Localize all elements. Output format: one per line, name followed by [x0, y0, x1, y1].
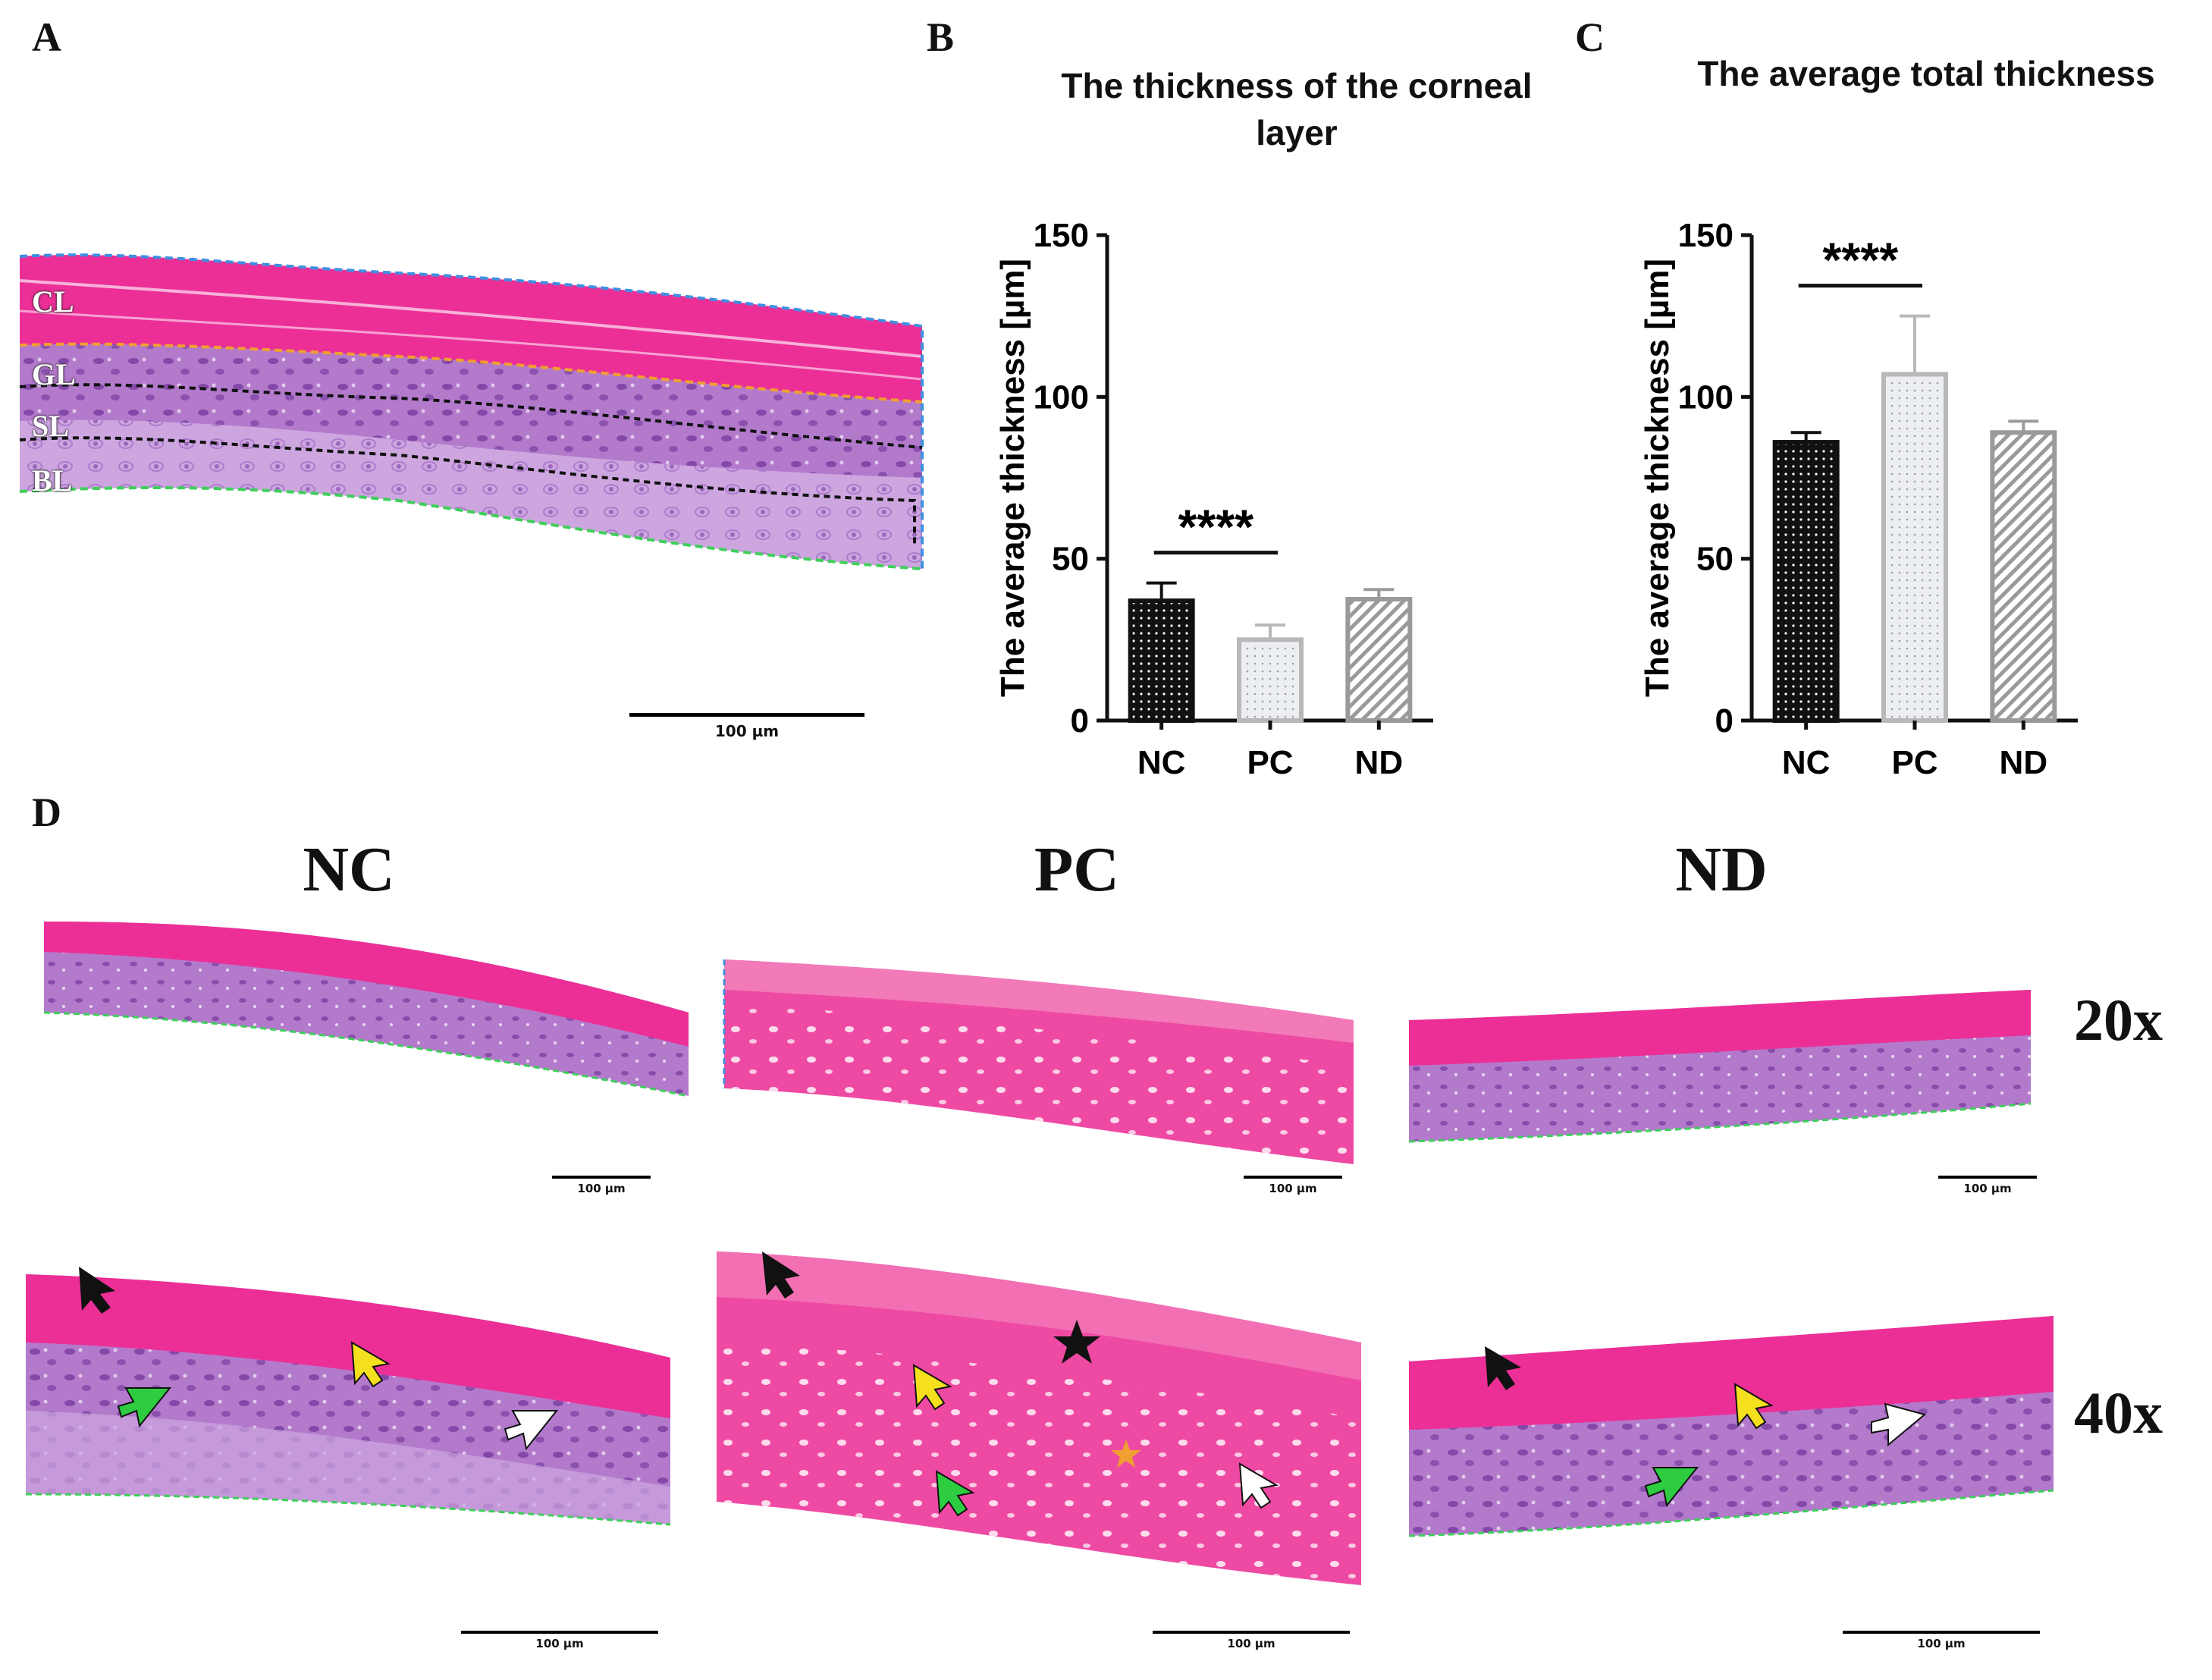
- y-tick-label: 50: [1696, 541, 1734, 578]
- panel-label-b: B: [927, 14, 955, 60]
- bar-nd: [1345, 597, 1413, 723]
- green-arrow-nc: [117, 1387, 172, 1428]
- group-head-nc: NC: [303, 834, 395, 905]
- bar-nc: [1128, 598, 1195, 724]
- micrograph-nc-40x: [25, 1267, 671, 1526]
- layer-label-sl: SL: [32, 409, 69, 443]
- micrograph-nd-40x: [1408, 1316, 2054, 1537]
- scale-label-nc-40x: 100 µm: [535, 1637, 584, 1650]
- panel-a-micrograph: [19, 253, 924, 570]
- black-star-pc: [1053, 1320, 1100, 1364]
- yellow-arrow-pc: [912, 1364, 952, 1411]
- panel-label-a: A: [32, 14, 61, 60]
- chart-c-title-line-1: The average total thickness: [1697, 54, 2155, 93]
- scale-bar-nc-20x: [552, 1176, 651, 1179]
- mag-label-20x: 20x: [2074, 987, 2163, 1053]
- x-tick-label: PC: [1247, 744, 1293, 781]
- green-arrow-pc: [935, 1470, 975, 1517]
- x-tick-label: NC: [1782, 744, 1831, 781]
- group-head-nd: ND: [1675, 834, 1768, 905]
- chart-c-title: The average total thickness: [1653, 50, 2199, 97]
- y-tick-label: 100: [1678, 378, 1734, 416]
- black-arrow-pc: [762, 1251, 800, 1298]
- layer-label-bl: BL: [32, 463, 73, 498]
- panel-a-scale-label: 100 µm: [714, 722, 780, 740]
- x-tick-label: ND: [2000, 744, 2048, 781]
- yellow-arrow-nd: [1734, 1383, 1774, 1430]
- black-arrow-nc: [79, 1267, 115, 1314]
- scale-bar-nc-40x: [461, 1631, 658, 1634]
- layer-label-gl: GL: [32, 357, 76, 391]
- scale-label-pc-20x: 100 µm: [1269, 1182, 1317, 1195]
- micrograph-pc-20x: [723, 959, 1354, 1164]
- bar-pc: [1237, 637, 1304, 723]
- y-tick-label: 100: [1034, 378, 1089, 416]
- x-tick-label: PC: [1891, 744, 1937, 781]
- white-arrow-nd: [1871, 1402, 1927, 1447]
- scale-label-nc-20x: 100 µm: [577, 1182, 626, 1195]
- y-tick-label: 0: [1071, 702, 1089, 740]
- y-tick-label: 0: [1715, 702, 1734, 740]
- scale-bar-nd-20x: [1938, 1176, 2037, 1179]
- mag-label-40x: 40x: [2074, 1380, 2163, 1446]
- scale-bar-pc-40x: [1153, 1631, 1350, 1634]
- bar-nc: [1772, 440, 1840, 723]
- y-tick-label: 150: [1678, 217, 1734, 254]
- panel-label-c: C: [1575, 14, 1605, 60]
- scale-label-nd-20x: 100 µm: [1963, 1182, 2012, 1195]
- scale-label-nd-40x: 100 µm: [1917, 1637, 1966, 1650]
- micrograph-nc-20x: [43, 922, 689, 1097]
- green-arrow-nd: [1644, 1467, 1699, 1508]
- orange-star-pc: [1111, 1440, 1141, 1468]
- y-axis-label: The average thickness [µm]: [994, 259, 1031, 697]
- white-arrow-nc: [504, 1410, 559, 1451]
- y-axis-label: The average thickness [µm]: [1639, 259, 1676, 697]
- group-head-pc: PC: [1034, 834, 1119, 905]
- significance-label: ****: [1178, 500, 1254, 554]
- x-tick-label: ND: [1355, 744, 1404, 781]
- chart-b: The average thickness [µm] 0 50 100 150 NC PC N…: [994, 217, 1433, 781]
- significance-label: ****: [1823, 233, 1899, 287]
- chart-b-title: The thickness of the corneal layer: [986, 62, 1608, 156]
- micrograph-pc-40x: [717, 1251, 1361, 1585]
- chart-c: The average thickness [µm] 0 50 100 150 NC PC N…: [1639, 217, 2078, 781]
- panel-a-scale-bar: [629, 713, 864, 717]
- chart-b-title-line-1: The thickness of the corneal: [1061, 66, 1533, 105]
- yellow-arrow-nc: [350, 1341, 391, 1388]
- layer-label-cl: CL: [32, 284, 74, 319]
- chart-b-title-line-2: layer: [1256, 113, 1338, 152]
- x-tick-label: NC: [1137, 744, 1186, 781]
- scale-bar-pc-20x: [1244, 1176, 1342, 1179]
- micrograph-nd-20x: [1408, 990, 2032, 1143]
- scale-bar-nd-40x: [1843, 1631, 2040, 1634]
- scale-label-pc-40x: 100 µm: [1227, 1637, 1275, 1650]
- black-arrow-nd: [1485, 1346, 1521, 1390]
- y-tick-label: 50: [1052, 541, 1089, 578]
- white-arrow-pc: [1238, 1462, 1279, 1509]
- bar-pc: [1881, 372, 1948, 723]
- panel-label-d: D: [32, 790, 61, 835]
- y-tick-label: 150: [1034, 217, 1089, 254]
- bar-nd: [1990, 430, 2057, 723]
